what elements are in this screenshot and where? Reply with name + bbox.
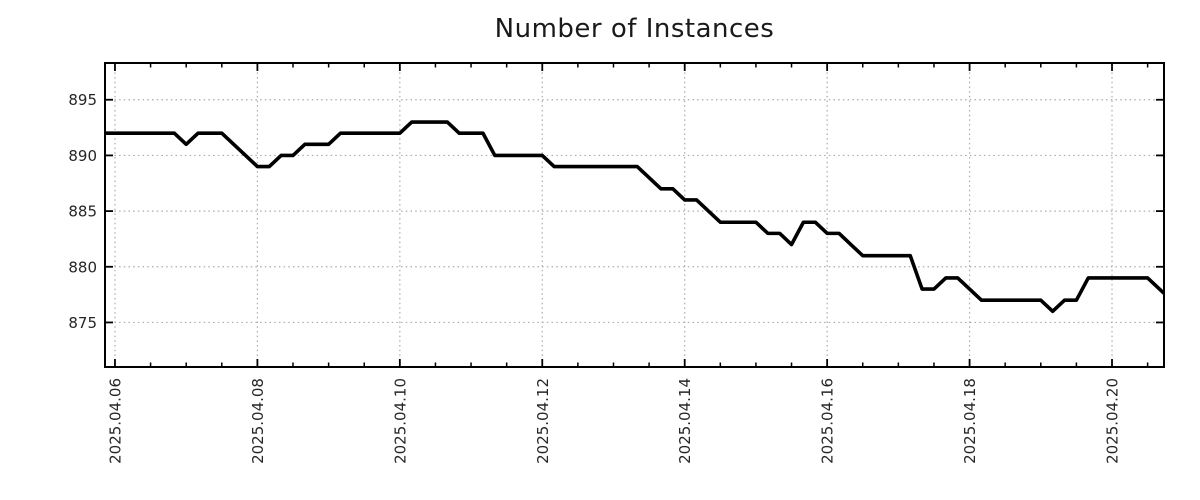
y-tick-label: 875 xyxy=(68,314,97,332)
x-tick-label: 2025.04.12 xyxy=(534,378,552,464)
x-tick-label: 2025.04.08 xyxy=(249,378,267,464)
data-line xyxy=(105,120,1164,314)
x-tick-label: 2025.04.18 xyxy=(961,378,979,464)
x-tick-label: 2025.04.16 xyxy=(819,378,837,464)
x-tick-label: 2025.04.14 xyxy=(676,378,694,464)
chart-title: Number of Instances xyxy=(494,14,775,44)
y-tick-label: 880 xyxy=(68,258,97,276)
y-tick-label: 895 xyxy=(68,91,97,109)
y-tick-label: 885 xyxy=(68,203,97,221)
x-tick-label: 2025.04.20 xyxy=(1104,378,1122,464)
x-tick-label: 2025.04.10 xyxy=(391,378,409,464)
plot-frame xyxy=(104,62,1165,368)
x-tick-label: 2025.04.06 xyxy=(106,378,124,464)
y-tick-label: 890 xyxy=(68,147,97,165)
